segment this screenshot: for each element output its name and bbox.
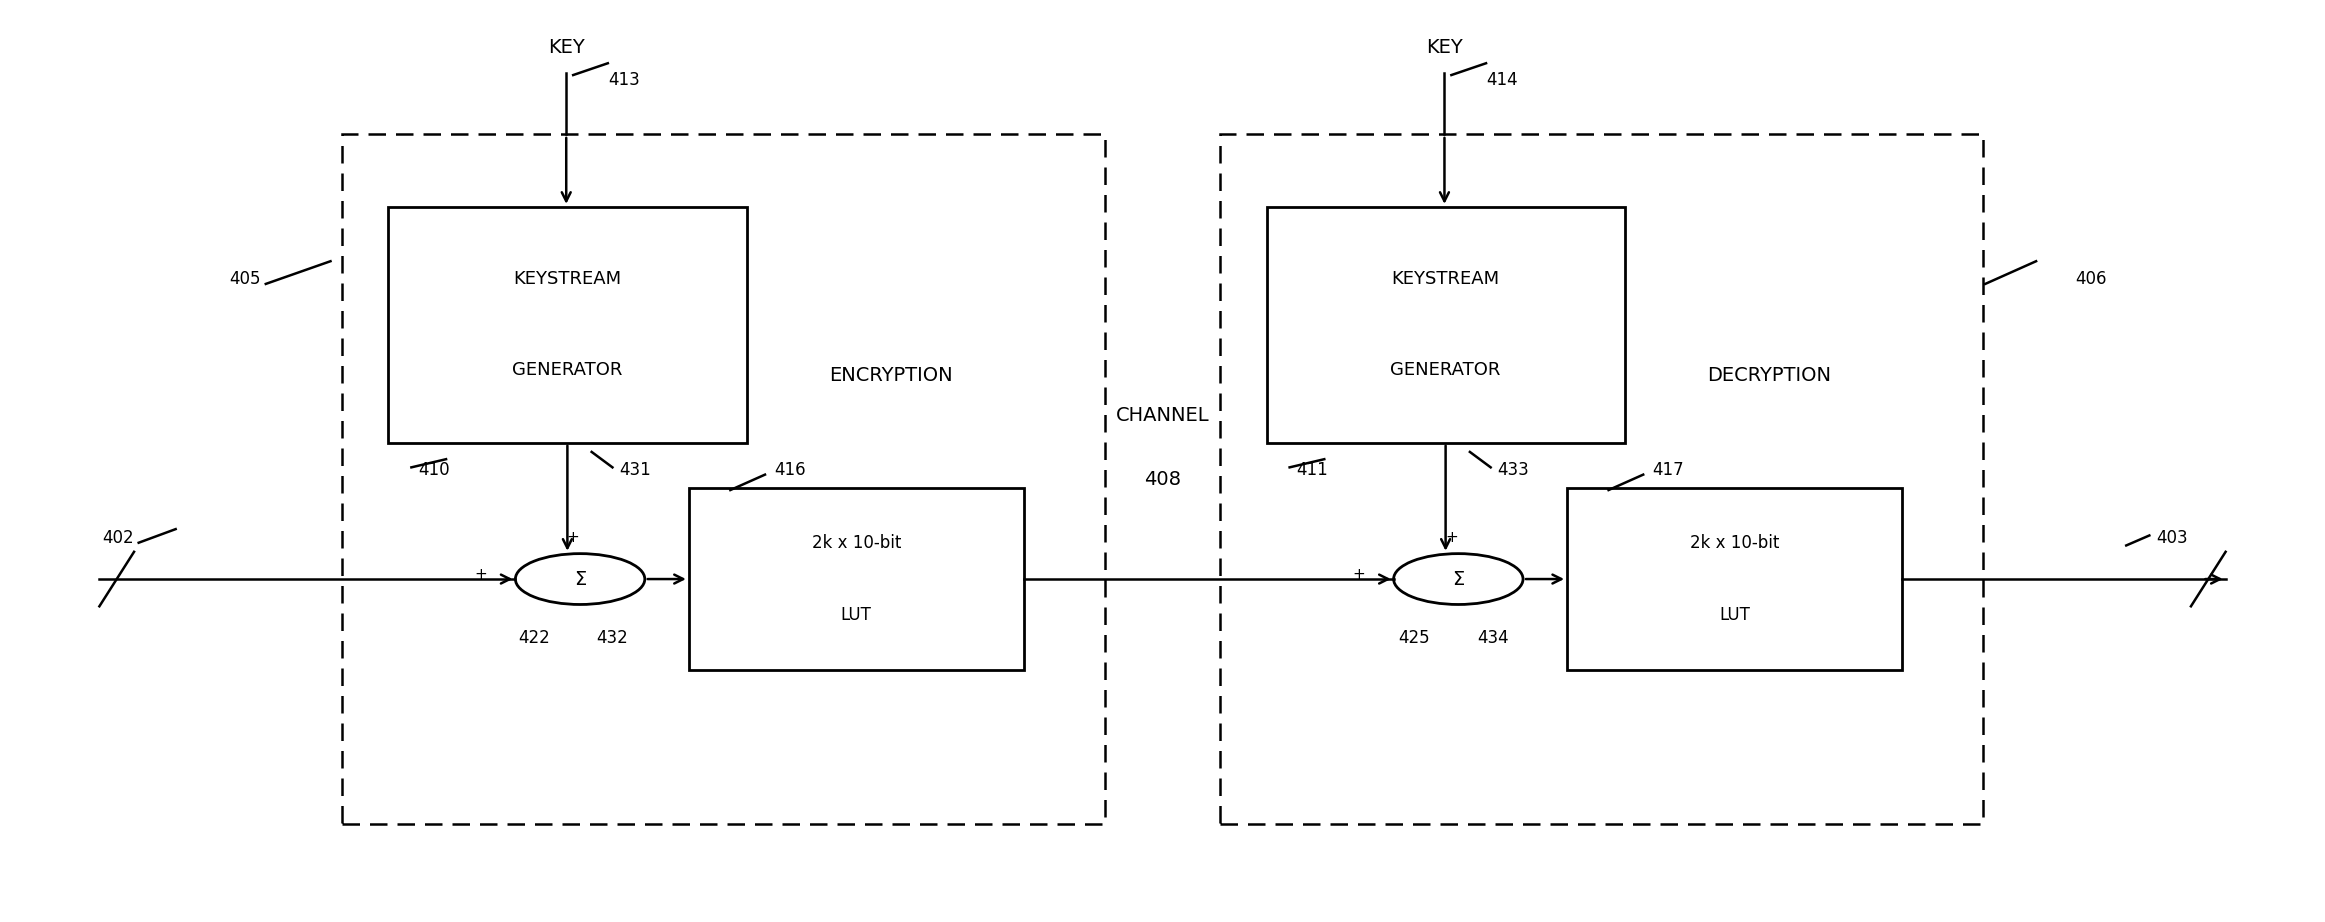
Text: 432: 432 <box>598 629 628 647</box>
Text: 433: 433 <box>1497 461 1530 479</box>
Bar <box>342 134 1104 824</box>
Text: 422: 422 <box>518 629 549 647</box>
Text: 414: 414 <box>1486 71 1518 89</box>
Bar <box>688 489 1023 670</box>
Text: KEYSTREAM: KEYSTREAM <box>514 270 621 289</box>
Bar <box>1221 134 1983 824</box>
Text: LUT: LUT <box>1718 607 1751 624</box>
Text: KEY: KEY <box>549 39 584 57</box>
Text: +: + <box>474 567 488 582</box>
Bar <box>388 207 746 443</box>
Text: 403: 403 <box>2155 529 2188 547</box>
Text: 413: 413 <box>607 71 639 89</box>
Text: +: + <box>1446 530 1458 545</box>
Text: 410: 410 <box>418 461 451 479</box>
Text: $\Sigma$: $\Sigma$ <box>574 570 586 588</box>
Text: GENERATOR: GENERATOR <box>1390 361 1502 379</box>
Text: LUT: LUT <box>842 607 872 624</box>
Text: 434: 434 <box>1476 629 1509 647</box>
Text: 411: 411 <box>1297 461 1328 479</box>
Bar <box>1267 207 1625 443</box>
Text: 402: 402 <box>102 529 135 547</box>
Text: CHANNEL: CHANNEL <box>1116 406 1209 425</box>
Text: GENERATOR: GENERATOR <box>512 361 623 379</box>
Text: 431: 431 <box>618 461 651 479</box>
Text: 408: 408 <box>1144 469 1181 489</box>
Text: 417: 417 <box>1653 461 1683 479</box>
Text: KEY: KEY <box>1425 39 1462 57</box>
Text: +: + <box>1353 567 1365 582</box>
Text: 2k x 10-bit: 2k x 10-bit <box>1690 534 1779 551</box>
Text: +: + <box>567 530 579 545</box>
Text: ENCRYPTION: ENCRYPTION <box>830 366 953 385</box>
Text: 406: 406 <box>2076 270 2106 289</box>
Text: 416: 416 <box>774 461 807 479</box>
Text: 2k x 10-bit: 2k x 10-bit <box>811 534 902 551</box>
Text: DECRYPTION: DECRYPTION <box>1707 366 1832 385</box>
Text: $\Sigma$: $\Sigma$ <box>1451 570 1465 588</box>
Bar <box>1567 489 1902 670</box>
Text: KEYSTREAM: KEYSTREAM <box>1393 270 1500 289</box>
Text: 425: 425 <box>1400 629 1430 647</box>
Text: 405: 405 <box>230 270 260 289</box>
